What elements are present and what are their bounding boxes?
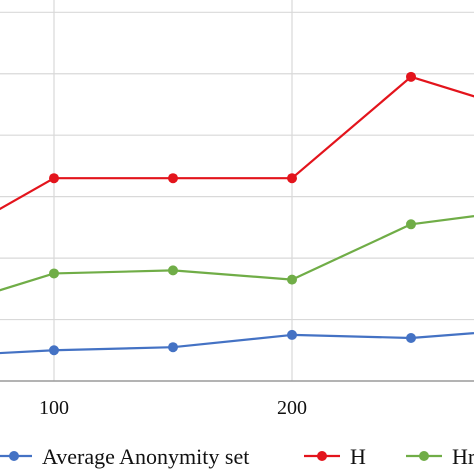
data-point: [168, 173, 178, 184]
series-line: [0, 332, 474, 355]
data-point: [49, 345, 59, 356]
data-point: [287, 329, 297, 340]
legend: Average Anonymity set H Hr: [0, 444, 474, 469]
grid-lines: [0, 0, 474, 381]
x-tick-label: 100: [39, 397, 69, 419]
legend-marker: [419, 451, 429, 461]
series-line: [0, 75, 474, 211]
data-point: [406, 332, 416, 343]
legend-label: Average Anonymity set: [42, 444, 249, 469]
data-point: [49, 268, 59, 279]
data-point: [406, 71, 416, 82]
data-point: [287, 274, 297, 285]
x-tick-label: 200: [277, 397, 307, 419]
legend-marker: [317, 451, 327, 461]
data-point: [49, 173, 59, 184]
series-lines: [0, 71, 474, 356]
legend-marker: [9, 451, 19, 461]
data-point: [287, 173, 297, 184]
series-line: [0, 215, 474, 292]
legend-label: Hr: [452, 444, 474, 469]
legend-label: H: [350, 444, 366, 469]
data-point: [406, 219, 416, 230]
data-point: [168, 342, 178, 353]
x-tick-labels: 100 200: [39, 397, 307, 419]
data-point: [168, 265, 178, 276]
